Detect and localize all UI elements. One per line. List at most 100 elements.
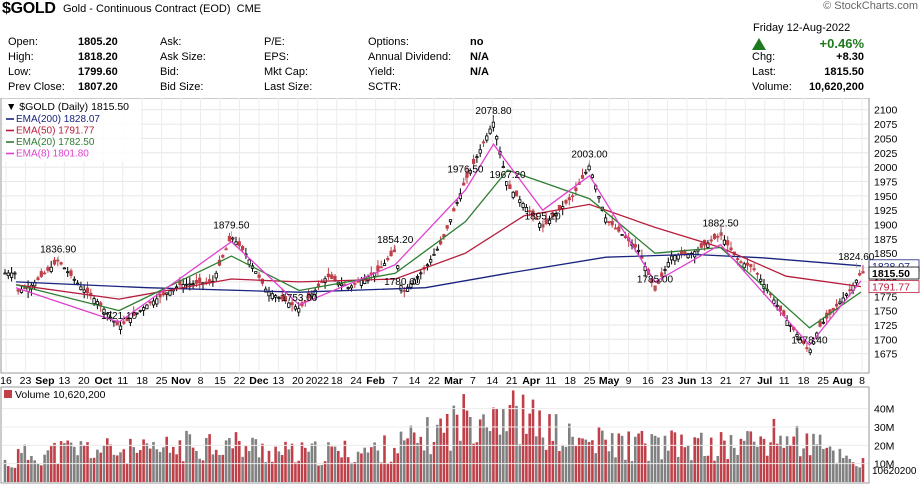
price-candle	[412, 279, 416, 285]
volume-bar	[79, 441, 83, 482]
volume-bar	[729, 435, 733, 482]
volume-bar	[766, 455, 769, 482]
volume-bar	[488, 431, 492, 482]
volume-bar	[528, 413, 531, 482]
volume-bar	[762, 438, 766, 482]
stockcharts-logo: © StockCharts.com	[823, 0, 918, 12]
volume-bar	[419, 436, 423, 482]
volume-bar	[277, 451, 281, 482]
volume-bar	[538, 410, 541, 482]
volume-bar	[835, 462, 838, 482]
volume-bar	[703, 455, 706, 482]
x-tick-label: Dec	[249, 375, 268, 387]
ema-line	[15, 203, 862, 300]
price-candle	[719, 232, 723, 236]
volume-bar	[617, 433, 621, 482]
price-candle	[273, 295, 278, 298]
volume-bar	[746, 431, 749, 482]
volume-bar	[548, 414, 551, 482]
volume-bar	[10, 467, 13, 482]
volume-bar	[594, 453, 597, 482]
price-candle	[501, 166, 505, 169]
quote-v5-2: 1815.50	[824, 66, 864, 78]
price-candle	[610, 220, 614, 226]
volume-bar	[142, 439, 145, 482]
volume-bar	[155, 449, 159, 482]
percent-change: +0.46%	[819, 36, 864, 51]
quote-l3-1: EPS:	[264, 51, 290, 63]
volume-bar	[208, 434, 211, 482]
quote-l4-0: Options:	[368, 36, 409, 48]
x-tick-label: 21	[506, 375, 518, 387]
x-tick-label: 22	[234, 375, 246, 387]
volume-bar	[53, 442, 56, 482]
price-candle	[683, 251, 687, 255]
x-tick-label: 25	[156, 375, 168, 387]
volume-bar	[145, 443, 149, 482]
volume-bar	[769, 442, 772, 482]
volume-bar	[271, 461, 274, 482]
price-candle	[514, 190, 519, 197]
volume-bar	[201, 460, 205, 482]
price-candle	[224, 248, 228, 251]
volume-bar	[330, 446, 333, 482]
price-candle	[686, 253, 690, 259]
volume-bar	[587, 442, 591, 482]
price-candle	[293, 306, 298, 310]
x-tick-label: Apr	[522, 375, 540, 387]
volume-bar	[452, 405, 456, 482]
price-candle	[326, 273, 331, 278]
volume-bar	[531, 399, 535, 482]
quote-l3-2: Mkt Cap:	[264, 66, 309, 78]
volume-bar	[670, 430, 673, 482]
volume-bar	[135, 452, 139, 482]
price-candle	[231, 237, 235, 240]
volume-bar	[327, 442, 330, 482]
x-tick-label: 11	[545, 375, 556, 387]
volume-bar	[76, 455, 79, 482]
price-candle	[722, 239, 727, 245]
volume-bar	[630, 461, 634, 482]
price-candle	[389, 250, 393, 257]
right-label-box	[868, 280, 920, 294]
price-candle	[386, 257, 390, 261]
quote-v4-1: N/A	[470, 51, 489, 63]
volume-bar	[832, 450, 835, 482]
price-candle	[254, 271, 258, 274]
price-candle	[670, 255, 674, 261]
quote-l4-1: Annual Dividend:	[368, 51, 452, 63]
volume-bar	[485, 427, 489, 482]
volume-bar	[73, 446, 76, 482]
volume-bar	[564, 446, 568, 482]
volume-bar	[115, 455, 119, 482]
y-tick-label: 2000	[874, 162, 898, 174]
volume-bar	[92, 457, 96, 482]
price-candle	[3, 272, 7, 275]
quote-date: Friday 12-Aug-2022	[753, 22, 851, 34]
legend-entry: EMA(8) 1801.80	[16, 149, 89, 160]
annotation-label: 1967.20	[489, 170, 526, 181]
volume-bar	[756, 446, 759, 482]
annotation-label: 1753.00	[281, 293, 318, 304]
price-candle	[69, 270, 73, 276]
volume-bar	[409, 425, 413, 482]
quote-l2-1: Ask Size:	[160, 51, 206, 63]
x-tick-label: 24	[350, 375, 362, 387]
price-candle	[221, 254, 225, 258]
volume-bar	[690, 460, 693, 482]
volume-bar	[657, 437, 660, 482]
annotation-label: 1836.90	[40, 245, 77, 256]
volume-bar	[719, 432, 723, 482]
volume-bar	[429, 454, 432, 482]
volume-bar	[736, 454, 739, 482]
quote-v1-2: 1799.60	[78, 66, 118, 78]
quote-v4-2: N/A	[470, 66, 489, 78]
volume-bar	[280, 454, 284, 482]
volume-bar	[723, 440, 726, 482]
volume-bar	[379, 462, 383, 482]
volume-bar	[568, 423, 571, 482]
legend-entry: EMA(200) 1828.07	[16, 114, 100, 125]
quote-l1-2: Low:	[8, 66, 32, 78]
price-candle	[835, 303, 839, 307]
